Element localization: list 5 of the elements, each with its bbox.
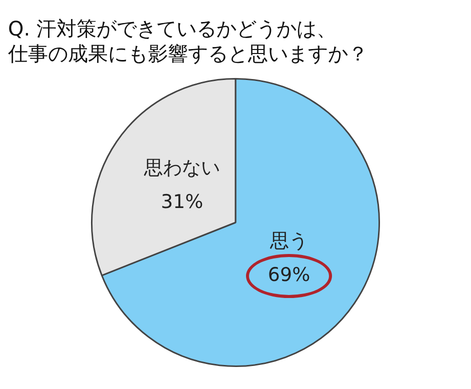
chart-title: Q. 汗対策ができているかどうかは、仕事の成果にも影響すると思いますか？ [7,16,368,66]
slice-label: 思わない [143,157,220,180]
data-label: 69% [268,264,310,286]
data-label: 31% [160,191,204,214]
slice-label: 思う [269,230,308,252]
